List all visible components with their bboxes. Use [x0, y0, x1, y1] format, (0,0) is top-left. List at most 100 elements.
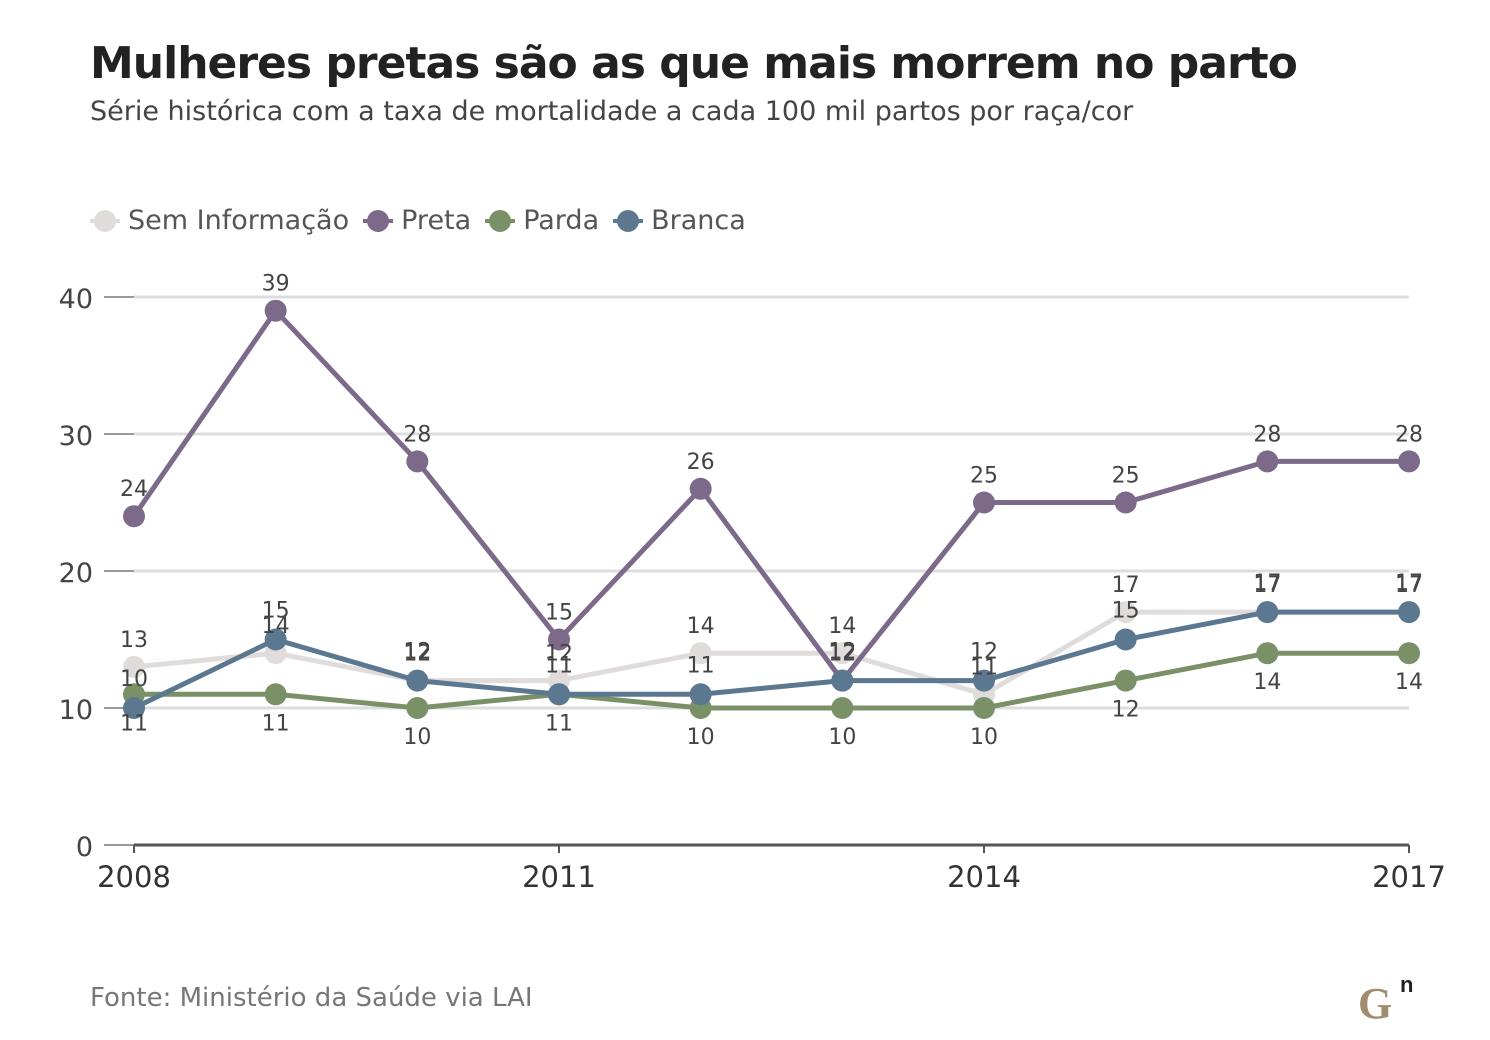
data-label: 10: [120, 667, 148, 692]
legend-item-branca[interactable]: Branca: [613, 205, 746, 236]
data-label: 11: [545, 653, 573, 678]
legend-marker-icon: [485, 206, 516, 236]
data-point: [689, 683, 712, 706]
data-label: 10: [828, 725, 856, 750]
gn-logo-icon: G n: [1358, 972, 1413, 1024]
y-tick-label: 30: [59, 421, 93, 452]
source-note: Fonte: Ministério da Saúde via LAI: [90, 983, 533, 1013]
data-label: 12: [403, 640, 431, 665]
data-point: [689, 477, 712, 500]
data-label: 25: [1112, 464, 1140, 489]
data-label: 11: [545, 711, 573, 736]
data-label: 12: [828, 642, 856, 667]
data-point: [264, 299, 287, 322]
data-label: 28: [1253, 422, 1281, 447]
y-tick-label: 40: [59, 284, 93, 315]
data-point: [264, 683, 287, 706]
data-point: [123, 655, 145, 678]
data-point: [1114, 628, 1137, 651]
data-label: 17: [1112, 573, 1140, 598]
y-tick-label: 10: [59, 695, 93, 726]
data-label: 26: [687, 450, 715, 475]
chart-legend: Sem Informação Preta Parda Branca: [90, 205, 760, 236]
data-label: 17: [1253, 571, 1281, 596]
data-label: 39: [262, 272, 290, 297]
data-label: 17: [1253, 573, 1281, 598]
data-label: 14: [828, 614, 856, 639]
data-label: 24: [120, 477, 148, 502]
data-label: 12: [1112, 698, 1140, 723]
data-point: [406, 450, 429, 473]
data-point: [123, 697, 145, 719]
data-point: [973, 491, 995, 514]
data-label: 13: [120, 628, 148, 653]
data-label: 14: [687, 614, 715, 639]
data-point: [1398, 601, 1420, 624]
legend-label: Parda: [523, 205, 600, 236]
data-label: 12: [545, 642, 573, 667]
series-line: [134, 650, 1409, 711]
data-label: 12: [828, 640, 856, 665]
legend-marker-icon: [90, 206, 120, 236]
series-line: [131, 308, 1409, 684]
data-point: [973, 669, 995, 692]
data-label: 28: [1395, 422, 1423, 447]
data-point: [689, 642, 712, 665]
data-point: [406, 697, 429, 719]
data-point: [1256, 450, 1279, 473]
data-point: [123, 505, 145, 528]
data-point: [1398, 450, 1420, 473]
legend-item-parda[interactable]: Parda: [485, 205, 599, 236]
data-label: 15: [1112, 599, 1140, 624]
legend-label: Preta: [401, 205, 472, 236]
data-label: 11: [120, 711, 148, 736]
data-label: 10: [687, 725, 715, 750]
data-point: [831, 697, 854, 719]
data-label: 12: [970, 640, 998, 665]
series-preta: [123, 299, 1420, 692]
logo-superscript: n: [1400, 972, 1413, 997]
x-tick-label: 2017: [1372, 860, 1446, 894]
data-point: [831, 669, 854, 692]
data-label: 10: [970, 725, 998, 750]
data-label: 25: [970, 464, 998, 489]
series-branca: [123, 601, 1420, 719]
data-point: [831, 642, 854, 665]
x-tick-label: 2011: [522, 860, 596, 894]
legend-item-sem-informa-o[interactable]: Sem Informação: [90, 205, 349, 236]
data-label: 12: [403, 642, 431, 667]
data-point: [1114, 491, 1137, 514]
data-point: [548, 683, 570, 706]
data-label: 15: [545, 601, 573, 626]
legend-label: Branca: [651, 205, 746, 236]
data-point: [973, 697, 995, 719]
data-point: [1256, 601, 1279, 624]
data-label: 17: [1395, 571, 1423, 596]
data-label: 11: [970, 655, 998, 680]
data-label: 14: [1395, 670, 1423, 695]
legend-marker-icon: [363, 206, 394, 236]
data-point: [1398, 642, 1420, 665]
data-point: [264, 628, 287, 651]
data-label: 28: [403, 422, 431, 447]
data-point: [1256, 642, 1279, 665]
data-label: 15: [262, 599, 290, 624]
y-tick-label: 20: [59, 558, 93, 589]
series-line: [132, 609, 1409, 711]
series-line: [133, 609, 1409, 697]
data-label: 11: [262, 711, 290, 736]
chart-title: Mulheres pretas são as que mais morrem n…: [90, 38, 1298, 89]
data-label: 14: [262, 614, 290, 639]
data-point: [548, 628, 570, 651]
data-labels: 13 14 12 12 14 14 11 17 17 17 24 39 28 15 26 12 25 25 28 28…: [120, 272, 1423, 750]
x-tick-label: 2014: [947, 860, 1021, 894]
data-point: [406, 669, 429, 692]
logo-letter: G: [1358, 979, 1392, 1024]
chart-subtitle: Série histórica com a taxa de mortalidad…: [90, 96, 1134, 127]
data-label: 11: [687, 653, 715, 678]
legend-marker-icon: [613, 206, 644, 236]
legend-item-preta[interactable]: Preta: [363, 205, 471, 236]
data-label: 10: [403, 725, 431, 750]
legend-label: Sem Informação: [128, 205, 350, 236]
